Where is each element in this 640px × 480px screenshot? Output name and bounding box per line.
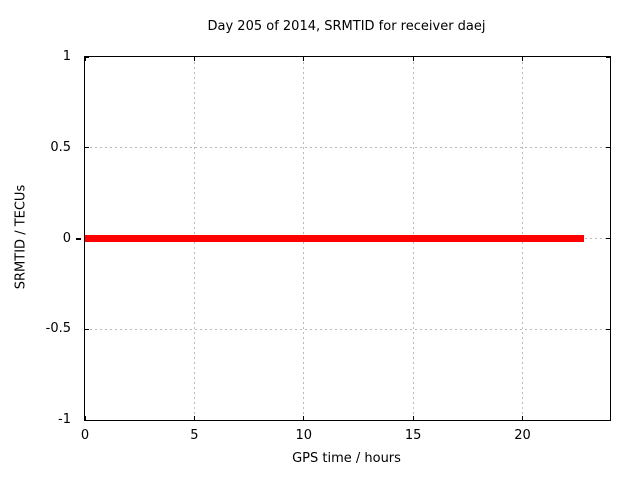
x-tick-bottom-0 — [84, 416, 86, 420]
y-tick-right--0.5 — [606, 328, 610, 330]
y-tick-left-0.5 — [85, 147, 89, 149]
chart-title: Day 205 of 2014, SRMTID for receiver dae… — [207, 19, 486, 34]
x-tick-top-5 — [193, 57, 195, 61]
x-axis-label: GPS time / hours — [292, 451, 401, 466]
y-tick-label--0.5: -0.5 — [45, 321, 71, 337]
x-tick-top-15 — [412, 57, 414, 61]
y-tick-right--1 — [606, 419, 610, 421]
x-tick-label-20: 20 — [514, 428, 531, 443]
y-tick-left--0.5 — [85, 328, 89, 330]
x-tick-label-5: 5 — [190, 428, 199, 443]
x-tick-label-10: 10 — [295, 428, 313, 443]
y-tick-left--1 — [85, 419, 89, 421]
gridline-horizontal-0.5 — [85, 147, 610, 149]
x-tick-top-20 — [522, 57, 523, 61]
y-tick-label-0.5: 0.5 — [50, 139, 71, 155]
y-tick-right-0.5 — [606, 147, 610, 149]
gridline-horizontal--0.5 — [85, 328, 610, 330]
y-axis-label: SRMTID / TECUs — [13, 184, 29, 290]
x-tick-bottom-5 — [193, 416, 195, 420]
y-tick-right-1 — [606, 56, 610, 58]
y-tick-right-0 — [606, 238, 610, 239]
y-tick-left-1 — [85, 56, 89, 58]
y-zero-outer-tick — [76, 237, 81, 240]
x-tick-bottom-20 — [522, 416, 523, 420]
x-tick-label-15: 15 — [404, 428, 422, 443]
x-tick-bottom-15 — [412, 416, 414, 420]
series-line-srmtid — [85, 235, 584, 242]
plot-area: 0 5 10 15 20 1 0.5 0 -0.5 -1 — [46, 49, 611, 443]
x-tick-top-0 — [84, 57, 86, 61]
x-tick-top-10 — [303, 57, 305, 61]
y-tick-label-1: 1 — [62, 49, 71, 64]
x-tick-label-0: 0 — [80, 428, 90, 443]
y-tick-label--1: -1 — [58, 412, 71, 427]
x-tick-bottom-10 — [303, 416, 305, 420]
y-tick-label-0: 0 — [62, 230, 71, 246]
